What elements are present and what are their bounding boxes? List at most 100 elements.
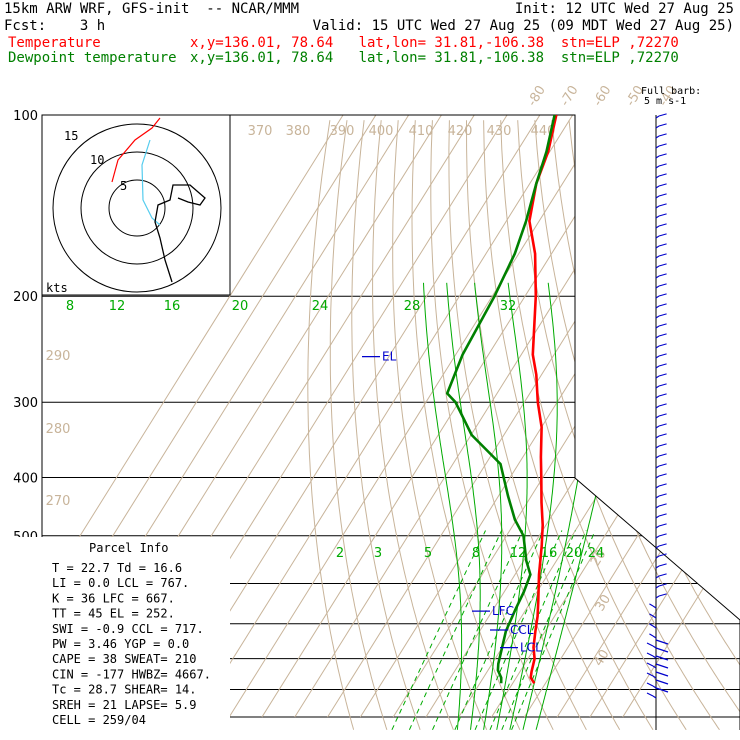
temperature-trace: [528, 115, 558, 684]
mixing-ratio-label: 16: [541, 546, 558, 561]
moist-adiabat-label: 24: [312, 299, 329, 314]
wind-barb-flag: [658, 313, 667, 317]
parcel-info-row: K = 36 LFC = 667.: [52, 591, 175, 605]
parcel-info-row: Tc = 28.7 SHEAR= 14.: [52, 683, 197, 697]
wind-barb: [655, 395, 660, 399]
hodograph-ring-label-10: 10: [90, 153, 104, 167]
wind-barb: [655, 515, 660, 519]
wind-barb: [655, 375, 660, 379]
wind-barb-low: [655, 679, 669, 685]
isotherm-label: -80: [525, 83, 549, 109]
wind-barb: [655, 305, 660, 309]
dry-adiabat-440: [653, 120, 740, 730]
hodograph-ring-label-5: 5: [120, 179, 127, 193]
dewpoint-legend-label: Dewpoint temperature: [8, 50, 177, 66]
wind-barb-flag: [658, 413, 667, 417]
wind-barb: [655, 245, 660, 249]
isotherm--140: [42, 115, 344, 718]
wind-barb-flag: [658, 523, 667, 527]
mixing-ratio-label: 12: [510, 546, 527, 561]
moist-adiabat-label: 12: [109, 299, 126, 314]
dry-adiabat-320: [448, 120, 587, 730]
mixing-ratio-label: 20: [566, 546, 583, 561]
theta-label: 410: [409, 124, 434, 139]
wind-barb: [652, 695, 657, 699]
mixing-ratio-label: 2: [336, 546, 344, 561]
valid-time: Valid: 15 UTC Wed 27 Aug 25 (09 MDT Wed …: [312, 18, 734, 34]
mixing-ratio-labels: 8 12 16 20 24 28 32 2 3 5 8 12 16 20 24: [66, 299, 604, 561]
wind-barb-flag: [658, 223, 667, 227]
dry-adiabat-460: [688, 120, 740, 730]
isotherm-label: -70: [558, 83, 582, 109]
temperature-legend-label: Temperature: [8, 35, 101, 51]
wind-barb: [655, 155, 660, 159]
wind-barb-flag: [658, 273, 667, 277]
wind-barb: [655, 505, 660, 509]
wind-barb: [655, 255, 660, 259]
isotherm-label: -60: [590, 83, 614, 109]
parcel-info-background: [0, 537, 230, 730]
wind-barb-flag: [658, 513, 667, 517]
wind-barb: [655, 365, 660, 369]
wind-barb-flag: [658, 353, 667, 357]
parcel-info-row: TT = 45 EL = 252.: [52, 607, 175, 621]
moist-adiabat-12: [423, 282, 463, 730]
parcel-info-row: SREH = 21 LAPSE= 5.9: [52, 698, 197, 712]
wind-barb: [655, 135, 660, 139]
wind-barb: [652, 615, 657, 619]
dry-adiabat-270: [351, 120, 421, 730]
wind-barb-flag: [658, 243, 667, 247]
wind-barb: [655, 535, 660, 539]
wind-barb-flag: [658, 233, 667, 237]
wind-barb: [655, 495, 660, 499]
wind-barb-flag: [658, 573, 667, 577]
wind-barb-flag: [658, 253, 667, 257]
dewpoint-legend-coords: x,y=136.01, 78.64 lat,lon= 31.81,-106.38…: [190, 50, 679, 66]
wind-barb-low: [655, 671, 669, 677]
wind-barb: [655, 335, 660, 339]
theta-label: 380: [286, 124, 311, 139]
isotherm-60: [622, 115, 740, 718]
wind-barb-flag: [658, 143, 667, 147]
wind-barb: [652, 665, 657, 669]
wind-barb: [655, 125, 660, 129]
wind-barb-flag: [646, 652, 654, 657]
pressure-label-100: 100: [13, 109, 38, 124]
wind-barb-flag: [658, 383, 667, 387]
pressure-label-400: 400: [13, 471, 38, 486]
mixing-ratio-line-24: [511, 530, 596, 730]
wind-barb-flag: [658, 213, 667, 217]
ccl-marker-label: CCL: [510, 623, 534, 637]
wind-barb-flag: [646, 662, 654, 667]
parcel-info-row: SWI = -0.9 CCL = 717.: [52, 622, 204, 636]
wind-barb: [655, 385, 660, 389]
wind-barb: [655, 555, 660, 559]
moist-adiabat-label: 16: [164, 299, 181, 314]
isotherm-label: 40: [591, 647, 612, 669]
wind-barb: [652, 645, 657, 649]
wind-barb-flag: [658, 303, 667, 307]
wind-barb: [655, 485, 660, 489]
wind-barb-flag: [658, 193, 667, 197]
theta-label: 390: [330, 124, 355, 139]
wind-barb: [655, 275, 660, 279]
wind-barb-flag: [649, 623, 654, 627]
wind-barb-flag: [658, 453, 667, 457]
wind-barb-flag: [658, 113, 667, 117]
dry-adiabat-390: [568, 120, 740, 730]
wind-barb-flag: [658, 483, 667, 487]
wind-barb: [655, 225, 660, 229]
wind-barbs: [646, 113, 669, 730]
parcel-info-row: T = 22.7 Td = 16.6: [52, 561, 182, 575]
dry-adiabat-300: [411, 120, 521, 730]
moist-adiabat-20: [474, 282, 503, 730]
dry-adiabat-350: [500, 120, 687, 730]
parcel-level-markers: EL LFC CCL LCL: [362, 350, 542, 655]
wind-barb-flag: [646, 682, 654, 687]
lcl-marker-label: LCL: [520, 641, 542, 655]
mixing-ratio-label: 3: [374, 546, 382, 561]
barb-legend-line1: Full barb:: [641, 86, 701, 97]
wind-barb: [655, 455, 660, 459]
wind-barb-flag: [658, 563, 667, 567]
